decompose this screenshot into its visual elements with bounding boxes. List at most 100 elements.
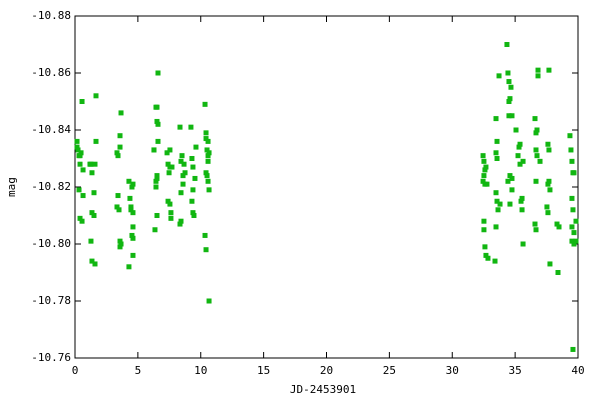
- point: [534, 153, 540, 159]
- point: [517, 141, 523, 147]
- point: [204, 147, 210, 153]
- point: [79, 99, 85, 104]
- point: [571, 241, 577, 247]
- point: [494, 198, 500, 204]
- point: [203, 170, 209, 176]
- point: [130, 210, 136, 216]
- point: [178, 190, 184, 196]
- point: [493, 190, 499, 196]
- x-axis-label: JD-2453901: [290, 383, 356, 396]
- point: [509, 187, 515, 193]
- point: [152, 227, 158, 233]
- point: [535, 73, 541, 79]
- point: [492, 258, 498, 264]
- point: [481, 227, 487, 233]
- point: [117, 244, 123, 250]
- point: [179, 153, 185, 159]
- point: [177, 221, 183, 227]
- point: [481, 173, 487, 179]
- point: [169, 164, 175, 170]
- point: [545, 141, 551, 147]
- x-tick-label: 15: [257, 364, 270, 377]
- point: [89, 170, 95, 176]
- point: [567, 133, 573, 139]
- point: [180, 181, 186, 187]
- point: [507, 201, 513, 207]
- y-tick-label: -10.88: [31, 9, 71, 22]
- point: [177, 124, 183, 130]
- point: [205, 178, 211, 184]
- point: [517, 161, 523, 167]
- point: [506, 79, 512, 85]
- point: [554, 221, 560, 227]
- point: [205, 153, 211, 159]
- point: [518, 198, 524, 204]
- y-tick-label: -10.78: [31, 294, 71, 307]
- point: [480, 153, 486, 159]
- x-tick-label: 30: [446, 364, 459, 377]
- x-tick-label: 10: [194, 364, 207, 377]
- point: [483, 164, 489, 170]
- point: [188, 124, 194, 130]
- point: [569, 224, 575, 230]
- point: [126, 264, 132, 270]
- point: [547, 261, 553, 267]
- point: [129, 184, 135, 190]
- point: [570, 207, 576, 213]
- point: [494, 156, 500, 161]
- point: [204, 173, 210, 179]
- point: [178, 218, 184, 224]
- point: [154, 173, 160, 179]
- plot-frame: [74, 15, 579, 359]
- point: [495, 207, 501, 213]
- point: [154, 104, 160, 110]
- point: [114, 150, 120, 156]
- point: [203, 136, 209, 142]
- point: [127, 195, 133, 201]
- point: [202, 232, 208, 238]
- point: [130, 235, 136, 241]
- point: [483, 252, 489, 258]
- point: [153, 184, 159, 190]
- point: [506, 113, 512, 119]
- point: [116, 207, 122, 213]
- point: [74, 138, 80, 144]
- point: [569, 238, 575, 244]
- point: [77, 153, 83, 159]
- point: [203, 130, 209, 136]
- point: [92, 261, 98, 267]
- point: [165, 161, 171, 167]
- point: [532, 221, 538, 227]
- point: [77, 161, 83, 167]
- x-tick-label: 5: [135, 364, 142, 377]
- point: [126, 178, 132, 184]
- point: [193, 144, 199, 150]
- point: [89, 210, 95, 216]
- point: [118, 110, 124, 116]
- point: [480, 178, 486, 184]
- point: [115, 193, 121, 199]
- point: [545, 181, 551, 187]
- point: [75, 147, 81, 153]
- x-tick-label: 25: [383, 364, 396, 377]
- point: [544, 204, 550, 210]
- point: [93, 138, 99, 144]
- point: [505, 178, 511, 184]
- point: [545, 210, 551, 216]
- point: [546, 147, 552, 153]
- point: [481, 218, 487, 224]
- point: [482, 244, 488, 250]
- point: [569, 195, 575, 201]
- point: [76, 187, 82, 193]
- point: [155, 138, 161, 144]
- point: [547, 187, 553, 193]
- point: [88, 161, 94, 167]
- y-tick-label: -10.82: [31, 180, 71, 193]
- point: [534, 127, 540, 133]
- point: [206, 150, 212, 156]
- point: [484, 181, 490, 187]
- point: [570, 346, 576, 352]
- point: [515, 153, 521, 159]
- y-tick-label: -10.86: [31, 66, 71, 79]
